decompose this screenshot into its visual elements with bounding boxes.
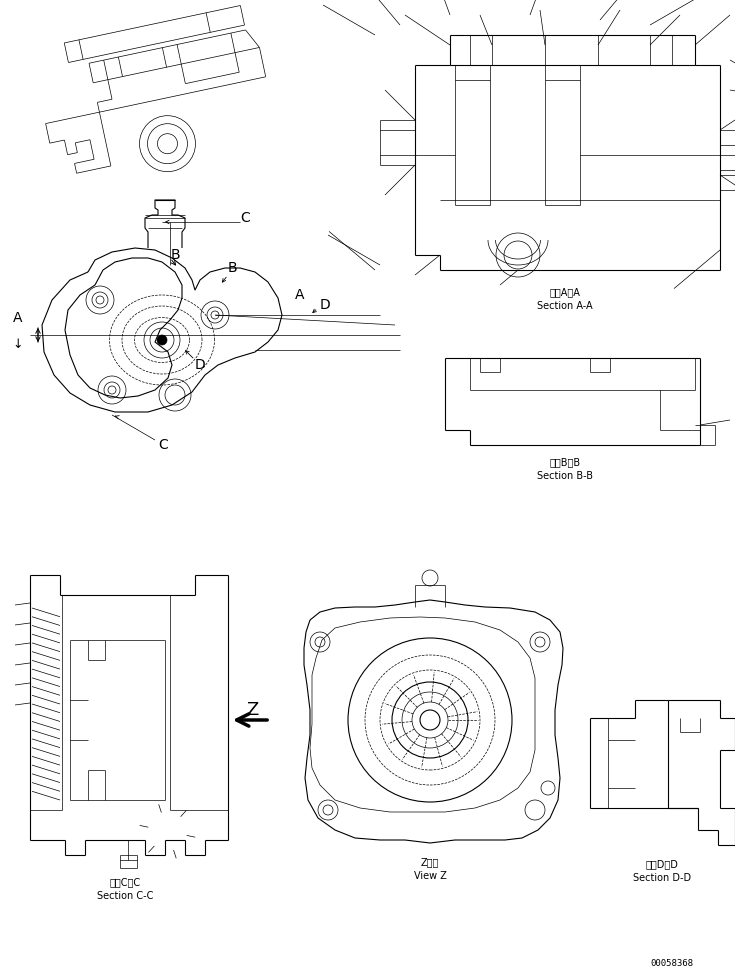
Text: 断面B－B: 断面B－B xyxy=(550,457,581,467)
Text: Section D-D: Section D-D xyxy=(633,873,691,883)
Text: Z　視: Z 視 xyxy=(421,857,440,867)
Text: B: B xyxy=(227,261,237,275)
Text: A: A xyxy=(13,311,23,325)
Text: ↓: ↓ xyxy=(12,338,24,352)
Text: View Z: View Z xyxy=(414,871,446,881)
Text: D: D xyxy=(195,358,205,372)
Text: 断面C－C: 断面C－C xyxy=(110,877,140,887)
Circle shape xyxy=(157,335,167,345)
Text: B: B xyxy=(171,248,180,262)
Text: D: D xyxy=(320,298,330,312)
Text: 断面A－A: 断面A－A xyxy=(550,287,581,297)
Text: Section C-C: Section C-C xyxy=(97,891,153,901)
Text: 断面D－D: 断面D－D xyxy=(645,859,678,869)
Text: 00058368: 00058368 xyxy=(650,958,694,967)
Text: Section A-A: Section A-A xyxy=(537,301,593,311)
Text: C: C xyxy=(158,438,168,452)
Text: Section B-B: Section B-B xyxy=(537,471,593,481)
Text: Z: Z xyxy=(246,701,258,719)
Text: A: A xyxy=(295,288,305,302)
Text: C: C xyxy=(240,211,250,225)
